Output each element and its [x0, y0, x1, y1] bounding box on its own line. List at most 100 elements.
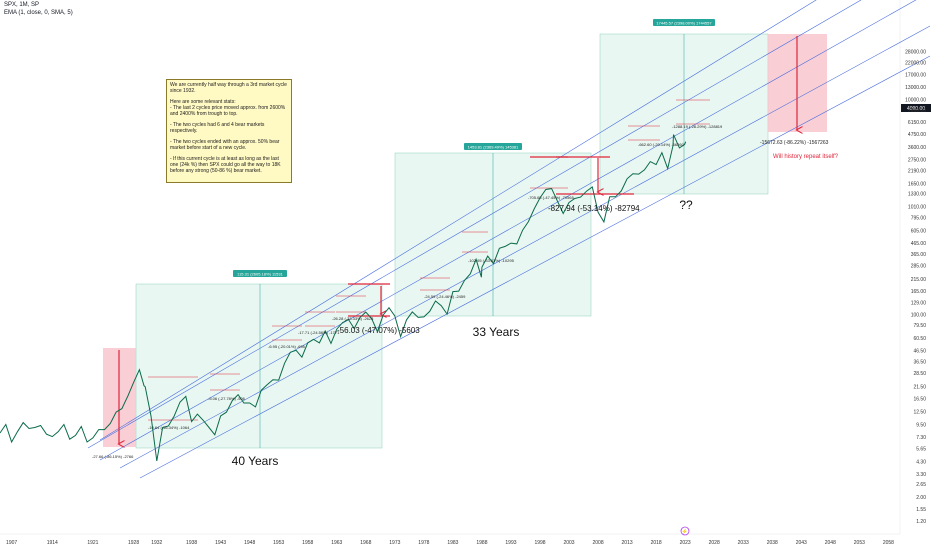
- cycle2-tag-bg: [464, 143, 522, 150]
- channel-line-1: [87, 0, 862, 449]
- y-tick-label: 36.50: [913, 360, 926, 366]
- y-tick-label: 79.50: [913, 323, 926, 329]
- y-tick-label: 165.00: [911, 289, 927, 295]
- crash-2008-label: -827.94 (-53.14%) -82794: [548, 204, 640, 213]
- y-tick-label: 46.50: [913, 348, 926, 354]
- x-tick-label: 2058: [883, 540, 894, 546]
- bear-labels: -10.64 (-56.34%) -1064 -5.06 (-27.78%) -5…: [148, 124, 723, 430]
- note-paragraph-4: - The two cycles ended with an approx. 5…: [170, 139, 280, 151]
- x-tick-label: 1953: [273, 540, 284, 546]
- y-tick-label: 22000.00: [905, 61, 926, 67]
- x-tick-label: 1943: [215, 540, 226, 546]
- y-tick-label: 1650.00: [908, 182, 926, 188]
- x-tick-label: 1998: [534, 540, 545, 546]
- cycle3-years-label: ??: [679, 198, 693, 212]
- x-tick-label: 1958: [302, 540, 313, 546]
- cycle1-box: [135, 283, 383, 449]
- y-tick-label: 17000.00: [905, 73, 926, 79]
- cycle3-tag-bg: [653, 19, 715, 26]
- x-tick-label: 2023: [680, 540, 691, 546]
- cycle1-years-label: 40 Years: [232, 454, 279, 468]
- y-tick-label: 2.65: [916, 482, 926, 488]
- x-axis-ticks: 1907 1914 1921 1928 1932 1938 1943 1948 1953 1958…: [6, 540, 894, 546]
- x-tick-label: 2048: [825, 540, 836, 546]
- crash-1973-label: -56.03 (-47.07%) -5603: [337, 326, 420, 335]
- x-tick-label: 1993: [505, 540, 516, 546]
- x-tick-label: 1968: [360, 540, 371, 546]
- x-tick-label: 1907: [6, 540, 17, 546]
- y-tick-label: 3600.00: [908, 145, 926, 151]
- cycle2-years-label: 33 Years: [473, 325, 520, 339]
- y-tick-label: 1.55: [916, 507, 926, 513]
- y-tick-label: 9.50: [916, 422, 926, 428]
- bear-label: -705.65 (-47.45%) -70565: [528, 195, 575, 200]
- x-tick-label: 2028: [709, 540, 720, 546]
- y-tick-label: 4.30: [916, 459, 926, 465]
- y-tick-label: 129.00: [911, 301, 927, 307]
- x-tick-label: 2038: [767, 540, 778, 546]
- x-tick-label: 2033: [738, 540, 749, 546]
- y-tick-label: 28.50: [913, 371, 926, 377]
- y-tick-label: 3.30: [916, 472, 926, 478]
- spx-price-line: [0, 134, 687, 461]
- x-tick-label: 2018: [651, 540, 662, 546]
- y-tick-label: 2750.00: [908, 158, 926, 164]
- y-tick-label: 28000.00: [905, 49, 926, 55]
- bear-label: -17.71 (-24.56%) -1771: [298, 330, 340, 335]
- bear-label: -24.59 (-24.46%) -2459: [424, 294, 466, 299]
- channel-line-2: [99, 0, 917, 461]
- cycle1-tag: 115.31 (2605.18%) 11531: [237, 272, 283, 277]
- x-tick-label: 2053: [854, 540, 865, 546]
- x-tick-label: 1978: [418, 540, 429, 546]
- event-icon-glyph: ⚡: [682, 528, 688, 535]
- y-tick-label: 7.30: [916, 435, 926, 441]
- y-tick-label: 4750.00: [908, 132, 926, 138]
- bear-label: -662.60 (-20.14%) -66260: [638, 142, 685, 147]
- x-tick-label: 1932: [151, 540, 162, 546]
- y-tick-label: 10000.00: [905, 97, 926, 103]
- future-question-line: Will history repeat itself?: [773, 154, 839, 160]
- y-tick-label: 365.00: [911, 252, 927, 258]
- x-tick-label: 2013: [622, 540, 633, 546]
- x-tick-label: 1948: [244, 540, 255, 546]
- x-tick-label: 1921: [87, 540, 98, 546]
- channel-line-4: [99, 0, 817, 441]
- y-tick-label: 5.65: [916, 447, 926, 453]
- y-axis-panel: [900, 0, 932, 550]
- x-tick-label: 2003: [563, 540, 574, 546]
- y-tick-label: 215.00: [911, 277, 927, 283]
- y-tick-label: 13000.00: [905, 85, 926, 91]
- y-tick-label: 6150.00: [908, 120, 926, 126]
- x-tick-label: 1963: [331, 540, 342, 546]
- bear-label: -10.64 (-56.34%) -1064: [148, 425, 190, 430]
- analysis-note[interactable]: We are currently half way through a 3rd …: [166, 79, 292, 183]
- price-badge-bg: [901, 104, 931, 112]
- y-tick-label: 2.00: [916, 495, 926, 501]
- symbol-title: SPX, 1M, SP: [4, 2, 40, 8]
- crash-1929-label: -27.66 (-86.15%) -2766: [92, 454, 134, 459]
- bear-markers: [148, 99, 710, 421]
- y-tick-label: 1330.00: [908, 192, 926, 198]
- x-tick-label: 1938: [186, 540, 197, 546]
- bear-label: -1288.19 (-28.29%) -128819: [672, 124, 723, 129]
- bear-label: -5.06 (-27.78%) -506: [208, 396, 246, 401]
- y-tick-label: 16.50: [913, 397, 926, 403]
- channel-line-3: [119, 25, 931, 469]
- y-tick-label: 465.00: [911, 241, 927, 247]
- x-tick-label: 1928: [128, 540, 139, 546]
- bear-label: -6.95 (-20.01%) -695: [268, 344, 306, 349]
- channel-line-5: [139, 55, 931, 479]
- bear-label: -102.95 (-33.51%) -10295: [468, 258, 515, 263]
- event-icon[interactable]: [680, 526, 690, 536]
- x-tick-label: 1983: [447, 540, 458, 546]
- future-crash-label: -15672.63 (-86.22%) -1567263: [760, 140, 829, 146]
- note-paragraph-3: - The two cycles had 6 and 4 bear market…: [170, 122, 265, 134]
- y-tick-label: 285.00: [911, 264, 927, 270]
- x-tick-label: 2008: [593, 540, 604, 546]
- cycle2-tag: 1453.81 (2369.49%) 145381: [468, 145, 519, 150]
- x-tick-label: 1988: [476, 540, 487, 546]
- y-tick-label: 1010.00: [908, 205, 926, 211]
- note-paragraph-5: - If this current cycle is at least as l…: [170, 156, 281, 174]
- y-tick-label: 100.00: [911, 313, 927, 319]
